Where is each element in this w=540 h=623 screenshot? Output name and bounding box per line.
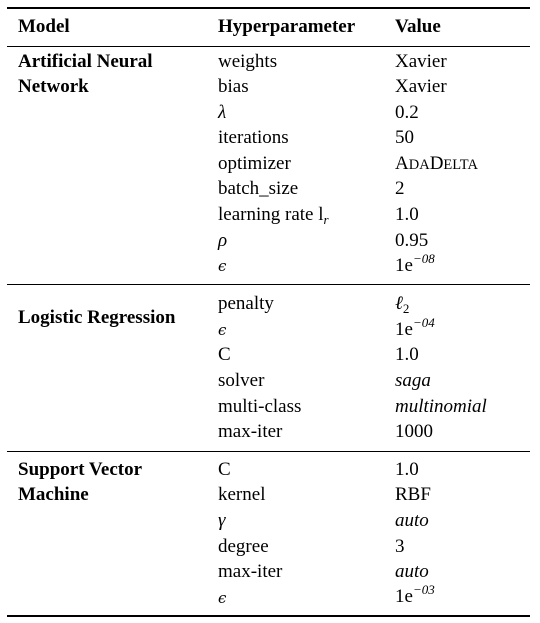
value-weights: Xavier <box>395 51 447 72</box>
param-gamma: γ <box>218 510 226 531</box>
param-weights: weights <box>218 51 278 72</box>
value-gamma: auto <box>395 510 429 531</box>
value-epsilon-ann: 1e−08 <box>395 251 435 279</box>
header-hyperparameter: Hyperparameter <box>218 16 356 37</box>
param-iterations: iterations <box>218 127 289 148</box>
param-epsilon-ann: ϵ <box>218 257 227 275</box>
model-name-logreg: Logistic Regression <box>18 307 176 328</box>
value-lambda: 0.2 <box>395 102 419 123</box>
param-degree: degree <box>218 536 269 557</box>
param-solver: solver <box>218 370 265 391</box>
value-rho: 0.95 <box>395 230 429 251</box>
value-c-logreg: 1.0 <box>395 344 419 365</box>
param-optimizer: optimizer <box>218 153 291 174</box>
param-batch-size: batch_size <box>218 178 299 199</box>
value-optimizer: ADADELTA <box>395 153 478 174</box>
value-bias: Xavier <box>395 76 447 97</box>
param-lambda: λ <box>218 102 227 123</box>
param-epsilon-svm: ϵ <box>218 589 227 607</box>
value-batch-size: 2 <box>395 178 405 199</box>
value-learning-rate: 1.0 <box>395 204 419 225</box>
model-name-ann-line2: Network <box>18 76 89 97</box>
model-name-svm-line1: Support Vector <box>18 459 143 480</box>
top-rule <box>7 7 530 9</box>
value-max-iter-logreg: 1000 <box>395 421 433 442</box>
header-model: Model <box>18 16 70 37</box>
param-rho: ρ <box>218 230 228 251</box>
value-epsilon-ann-base: 1e <box>395 255 413 276</box>
value-degree: 3 <box>395 536 405 557</box>
param-c-logreg: C <box>218 344 231 365</box>
header-value: Value <box>395 16 441 37</box>
value-epsilon-logreg: 1e−04 <box>395 315 435 343</box>
value-epsilon-svm-base: 1e <box>395 586 413 607</box>
value-epsilon-ann-exp: −08 <box>412 251 435 266</box>
model-name-svm-line2: Machine <box>18 484 89 505</box>
value-multi-class: multinomial <box>395 396 487 417</box>
bottom-rule <box>7 615 530 617</box>
param-bias: bias <box>218 76 249 97</box>
param-max-iter-logreg: max-iter <box>218 421 283 442</box>
model-name-ann-line1: Artificial Neural <box>18 51 153 72</box>
param-c-svm: C <box>218 459 231 480</box>
value-epsilon-logreg-exp: −04 <box>412 315 435 330</box>
param-epsilon-logreg: ϵ <box>218 321 227 339</box>
param-learning-rate-text: learning rate l <box>218 204 324 225</box>
value-penalty-sub: 2 <box>402 301 410 316</box>
param-learning-rate: learning rate lr <box>218 202 329 228</box>
value-solver: saga <box>395 370 431 391</box>
param-kernel: kernel <box>218 484 266 505</box>
section-rule-1 <box>7 284 530 285</box>
param-learning-rate-sub: r <box>323 212 329 227</box>
value-iterations: 50 <box>395 127 414 148</box>
value-epsilon-svm-exp: −03 <box>412 582 435 597</box>
value-penalty: ℓ2 <box>395 291 409 317</box>
param-multi-class: multi-class <box>218 396 302 417</box>
section-rule-2 <box>7 451 530 452</box>
param-penalty: penalty <box>218 293 274 314</box>
value-max-iter-svm: auto <box>395 561 429 582</box>
value-epsilon-logreg-base: 1e <box>395 319 413 340</box>
value-c-svm: 1.0 <box>395 459 419 480</box>
value-epsilon-svm: 1e−03 <box>395 582 435 610</box>
value-kernel: RBF <box>395 484 431 505</box>
header-rule <box>7 46 530 47</box>
param-max-iter-svm: max-iter <box>218 561 283 582</box>
value-penalty-base: ℓ <box>395 293 403 314</box>
